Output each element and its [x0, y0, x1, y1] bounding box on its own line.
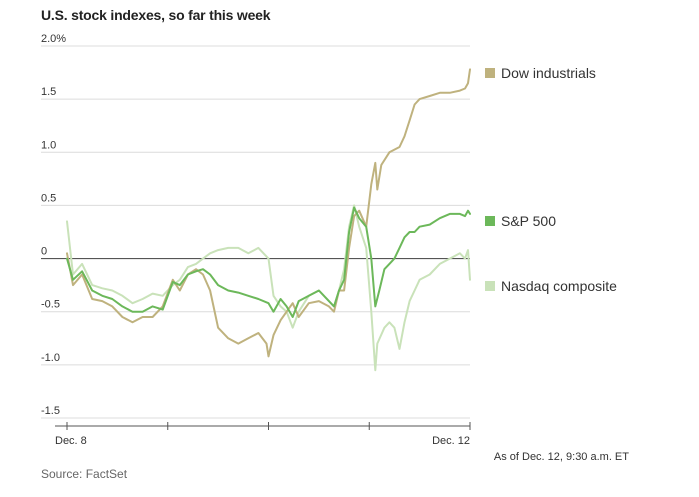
- y-tick-label: 1.5: [41, 86, 56, 98]
- legend-item-dow-industrials: Dow industrials: [485, 65, 596, 81]
- legend-swatch: [485, 68, 495, 78]
- legend-swatch: [485, 216, 495, 226]
- legend-label: S&P 500: [501, 213, 556, 229]
- as-of-timestamp: As of Dec. 12, 9:30 a.m. ET: [493, 451, 629, 463]
- y-tick-label: -1.5: [41, 405, 60, 417]
- y-tick-label: 0.5: [41, 192, 56, 204]
- series-line-dow-industrials: [66, 68, 471, 358]
- source-note: Source: FactSet: [41, 467, 128, 481]
- y-tick-label: -0.5: [41, 299, 60, 311]
- legend-swatch: [485, 281, 495, 291]
- y-tick-label: 2.0%: [41, 33, 66, 45]
- series-line-s-p-500: [66, 206, 471, 318]
- legend-item-nasdaq-composite: Nasdaq composite: [485, 278, 617, 294]
- legend-item-s-p-500: S&P 500: [485, 213, 556, 229]
- x-tick-label: Dec. 8: [55, 435, 87, 447]
- line-chart: 2.0% 1.5 1.0 0.5 0 -0.5 -1.0 -1.5 Dec. 8 Dec. 12…: [41, 33, 617, 447]
- x-axis: Dec. 8 Dec. 12: [55, 422, 471, 447]
- x-tick-label: Dec. 12: [432, 435, 470, 447]
- series-lines: [66, 68, 471, 372]
- legend-label: Dow industrials: [501, 65, 596, 81]
- y-tick-label: 0: [41, 246, 47, 258]
- chart-title: U.S. stock indexes, so far this week: [41, 7, 271, 23]
- y-tick-label: 1.0: [41, 139, 56, 151]
- legend: Dow industrials S&P 500 Nasdaq composite: [485, 65, 617, 294]
- legend-label: Nasdaq composite: [501, 278, 617, 294]
- y-tick-label: -1.0: [41, 352, 60, 364]
- y-axis-ticks: 2.0% 1.5 1.0 0.5 0 -0.5 -1.0 -1.5: [41, 33, 66, 417]
- series-line-nasdaq-composite: [66, 204, 471, 372]
- gridlines: [41, 45, 470, 419]
